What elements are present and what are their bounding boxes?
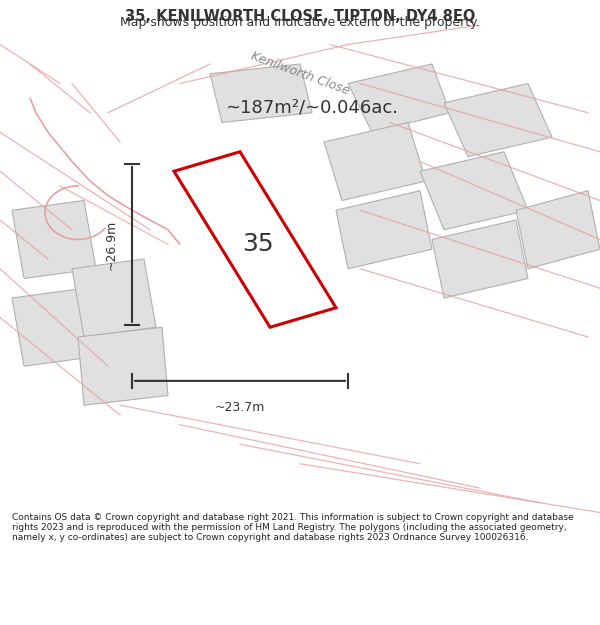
Polygon shape — [210, 64, 312, 122]
Polygon shape — [336, 191, 432, 269]
Text: ~26.9m: ~26.9m — [104, 219, 118, 269]
Polygon shape — [12, 201, 96, 279]
Polygon shape — [324, 122, 426, 201]
Text: 35, KENILWORTH CLOSE, TIPTON, DY4 8EQ: 35, KENILWORTH CLOSE, TIPTON, DY4 8EQ — [125, 9, 475, 24]
Polygon shape — [12, 288, 96, 366]
Polygon shape — [348, 64, 450, 132]
Polygon shape — [174, 152, 336, 328]
Text: Map shows position and indicative extent of the property.: Map shows position and indicative extent… — [120, 16, 480, 29]
Text: ~187m²/~0.046ac.: ~187m²/~0.046ac. — [226, 99, 398, 117]
Polygon shape — [78, 328, 168, 405]
Polygon shape — [432, 220, 528, 298]
Text: 35: 35 — [242, 232, 274, 256]
Text: ~23.7m: ~23.7m — [215, 401, 265, 414]
Text: Contains OS data © Crown copyright and database right 2021. This information is : Contains OS data © Crown copyright and d… — [12, 512, 574, 542]
Polygon shape — [444, 84, 552, 157]
Polygon shape — [72, 259, 156, 337]
Polygon shape — [516, 191, 600, 269]
Text: Kenilworth Close: Kenilworth Close — [249, 50, 351, 98]
Polygon shape — [420, 152, 528, 230]
